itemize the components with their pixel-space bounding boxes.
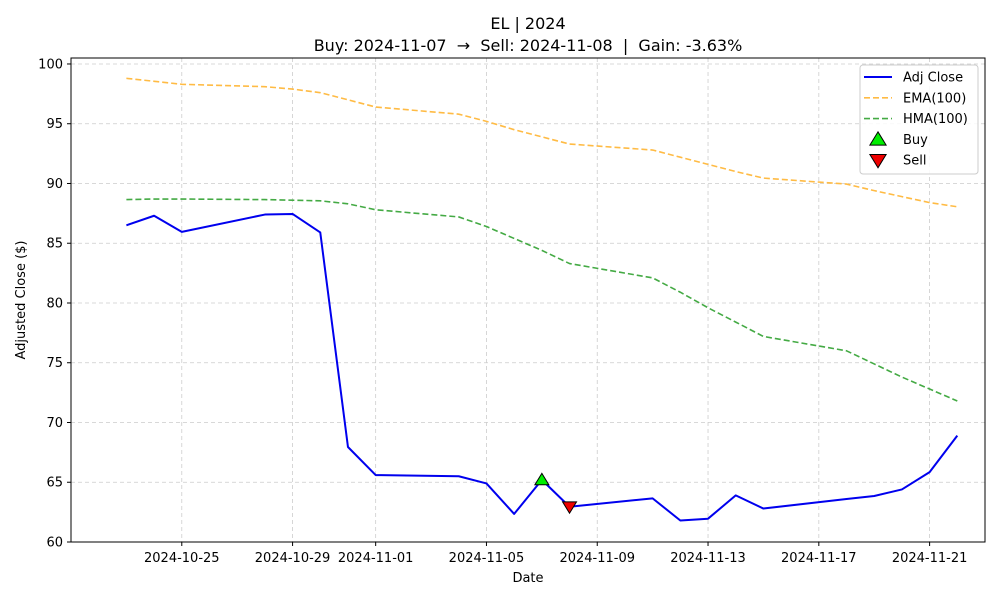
- x-axis-label: Date: [512, 571, 543, 586]
- legend-swatch-buy: [868, 130, 888, 146]
- y-tick-label: 95: [46, 117, 63, 132]
- y-tick-label: 90: [46, 177, 63, 192]
- legend-label-sell: Sell: [903, 154, 926, 169]
- x-tick-label: 2024-11-17: [781, 551, 857, 566]
- y-axis-label: Adjusted Close ($): [14, 241, 29, 360]
- y-tick-label: 60: [46, 536, 63, 551]
- y-tick-label: 75: [46, 356, 63, 371]
- legend-label-hma-100: HMA(100): [903, 112, 968, 127]
- series-line-ema-100: [126, 77, 958, 208]
- grid-lines: [71, 58, 985, 543]
- legend-label-buy: Buy: [903, 133, 928, 148]
- trade-markers: [533, 472, 578, 515]
- legend-box: [859, 64, 979, 175]
- axes: 60 65 70 75 80 85 90 95 100 2024-10-25 2024-10-29 2…: [38, 57, 967, 566]
- legend-label-ema-100: EMA(100): [903, 91, 966, 106]
- y-tick-label: 85: [46, 237, 63, 252]
- y-tick-label: 70: [46, 416, 63, 431]
- chart-title: EL | 2024: [490, 14, 565, 33]
- chart-subtitle: Buy: 2024-11-07 → Sell: 2024-11-08 | Gai…: [314, 36, 743, 55]
- x-tick-label: 2024-11-21: [892, 551, 968, 566]
- plot-area-frame: [70, 57, 986, 543]
- y-tick-label: 100: [38, 57, 63, 72]
- x-tick-label: 2024-10-25: [144, 551, 220, 566]
- x-tick-label: 2024-11-13: [670, 551, 746, 566]
- x-tick-label: 2024-11-09: [559, 551, 635, 566]
- sell-marker: [561, 501, 578, 515]
- x-tick-label: 2024-11-01: [338, 551, 414, 566]
- legend-label-adj-close: Adj Close: [903, 71, 963, 86]
- legend-swatch-sell: [868, 154, 888, 169]
- x-tick-label: 2024-11-05: [449, 551, 525, 566]
- legend: Adj Close EMA(100) HMA(100) Buy Sell: [859, 64, 979, 175]
- series-line-hma-100: [126, 198, 958, 402]
- y-tick-label: 80: [46, 296, 63, 311]
- buy-marker: [533, 472, 550, 486]
- y-tick-label: 65: [46, 476, 63, 491]
- x-tick-label: 2024-10-29: [255, 551, 331, 566]
